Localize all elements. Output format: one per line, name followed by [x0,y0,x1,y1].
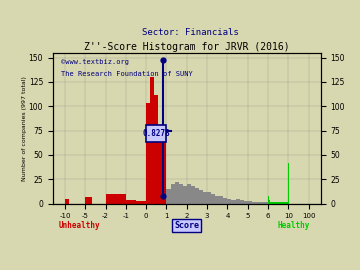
Text: ©www.textbiz.org: ©www.textbiz.org [61,59,129,65]
Bar [268,196,269,204]
Bar [219,196,223,204]
Text: Sector: Financials: Sector: Financials [143,28,239,37]
Bar [264,202,268,204]
Bar [282,202,283,204]
Bar [235,199,239,204]
Text: Healthy: Healthy [278,221,310,230]
Bar [274,202,275,204]
Bar [126,200,136,204]
Bar [228,199,231,204]
Bar [284,202,285,204]
Bar [248,201,252,204]
Bar [166,189,171,204]
Bar [277,202,278,204]
Bar [146,103,150,204]
Bar [281,202,282,204]
Bar [286,202,287,204]
Bar [154,94,158,204]
Bar [231,200,235,204]
Bar [287,202,288,204]
Bar [199,190,203,204]
Bar [195,188,199,204]
Bar [175,182,179,204]
Bar [252,202,256,204]
Text: Unhealthy: Unhealthy [59,221,100,230]
Bar [215,196,219,204]
Bar [280,202,281,204]
Text: The Research Foundation of SUNY: The Research Foundation of SUNY [61,71,193,77]
Bar [270,202,271,204]
Text: Score: Score [174,221,199,230]
Bar [278,202,279,204]
Bar [279,202,280,204]
Title: Z''-Score Histogram for JRVR (2016): Z''-Score Histogram for JRVR (2016) [84,42,289,52]
Bar [260,202,264,204]
Bar [244,201,248,204]
Bar [285,202,286,204]
Y-axis label: Number of companies (997 total): Number of companies (997 total) [22,76,27,181]
Bar [239,200,244,204]
Bar [187,184,191,204]
Bar [191,186,195,204]
Bar [256,202,260,204]
Bar [158,126,162,204]
Bar [269,200,270,204]
Bar [162,137,166,204]
Bar [211,194,215,204]
Text: 0.8278: 0.8278 [143,129,170,138]
Bar [207,192,211,204]
Bar [271,202,272,204]
Bar [179,184,183,204]
Bar [65,199,69,204]
Bar [203,192,207,204]
Bar [183,186,187,204]
Bar [283,202,284,204]
Bar [273,202,274,204]
Bar [150,77,154,204]
Bar [272,202,273,204]
FancyBboxPatch shape [146,125,166,142]
Bar [85,197,92,204]
Bar [171,184,175,204]
Bar [105,194,126,204]
Bar [223,198,228,204]
Bar [275,202,276,204]
Bar [136,201,146,204]
Bar [276,202,277,204]
